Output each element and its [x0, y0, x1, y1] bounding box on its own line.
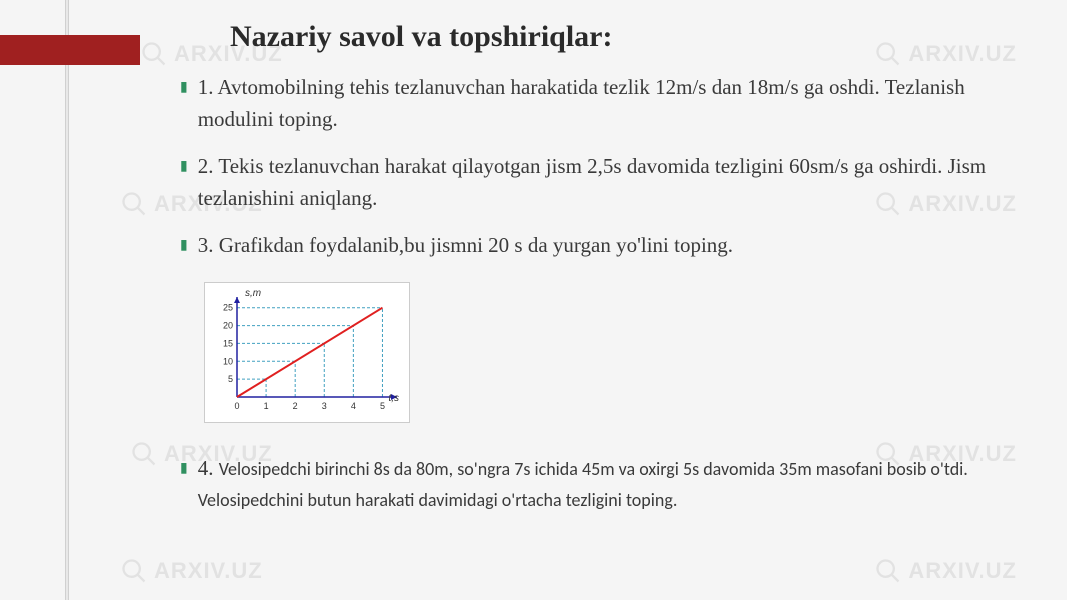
svg-text:20: 20	[223, 320, 233, 330]
question-1: 1. Avtomobilning tehis tezlanuvchan hara…	[198, 72, 1027, 135]
bullet-icon: ▮	[180, 236, 188, 253]
list-item: ▮ 2. Tekis tezlanuvchan harakat qilayotg…	[180, 151, 1027, 214]
list-item: ▮ 1. Avtomobilning tehis tezlanuvchan ha…	[180, 72, 1027, 135]
question-2: 2. Tekis tezlanuvchan harakat qilayotgan…	[198, 151, 1027, 214]
chart-container: 0 1 2 3 4 5 5 10 15 20 25 s,m t,s	[204, 282, 410, 423]
list-item: ▮ 3. Grafikdan foydalanib,bu jismni 20 s…	[180, 230, 1027, 262]
bullet-icon: ▮	[180, 78, 188, 95]
bullet-icon: ▮	[180, 157, 188, 174]
bullet-icon: ▮	[180, 459, 188, 476]
svg-text:3: 3	[322, 401, 327, 411]
svg-text:s,m: s,m	[245, 288, 261, 299]
watermark: ARXIV.UZ	[120, 557, 263, 585]
list-item: ▮ 4. Velosipedchi birinchi 8s da 80m, so…	[180, 453, 1027, 516]
svg-text:25: 25	[223, 302, 233, 312]
question-3: 3. Grafikdan foydalanib,bu jismni 20 s d…	[198, 230, 733, 262]
svg-text:2: 2	[293, 401, 298, 411]
svg-text:15: 15	[223, 338, 233, 348]
watermark: ARXIV.UZ	[874, 557, 1017, 585]
svg-text:1: 1	[264, 401, 269, 411]
question-4: 4. Velosipedchi birinchi 8s da 80m, so'n…	[198, 453, 1027, 516]
svg-text:0: 0	[234, 401, 239, 411]
svg-text:5: 5	[228, 374, 233, 384]
svg-text:4: 4	[351, 401, 356, 411]
slide-content: Nazariy savol va topshiriqlar: ▮ 1. Avto…	[0, 0, 1067, 552]
page-title: Nazariy savol va topshiriqlar:	[230, 20, 1027, 54]
svg-text:t,s: t,s	[388, 393, 399, 404]
line-chart: 0 1 2 3 4 5 5 10 15 20 25 s,m t,s	[207, 285, 407, 415]
svg-text:5: 5	[380, 401, 385, 411]
svg-text:10: 10	[223, 356, 233, 366]
